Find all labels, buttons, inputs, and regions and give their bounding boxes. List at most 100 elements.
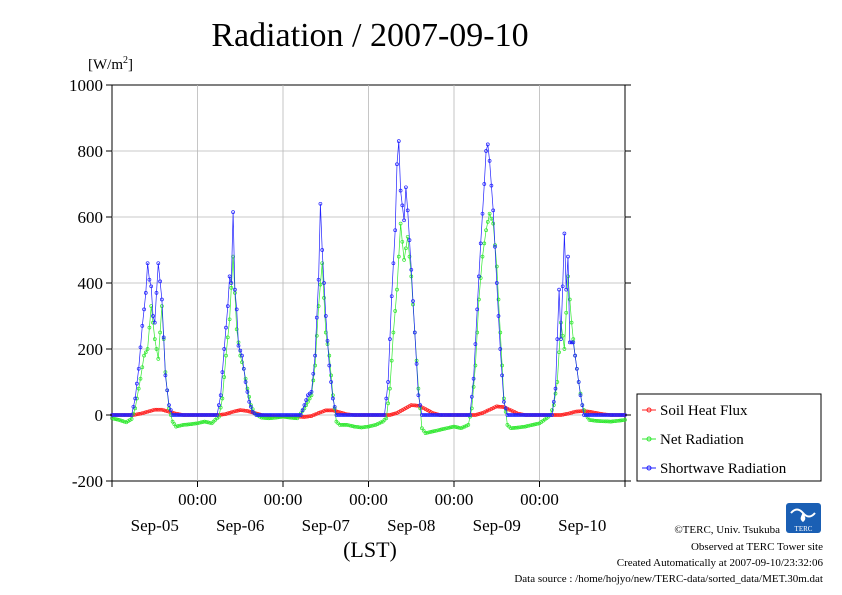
data-point (120, 419, 125, 423)
data-point (598, 419, 602, 423)
data-point (550, 413, 554, 417)
data-point (119, 413, 123, 417)
data-point (354, 424, 358, 429)
data-point (507, 407, 512, 412)
data-point (234, 409, 239, 413)
footer-copyright: ©TERC, Univ. Tsukuba (674, 524, 780, 536)
data-point (605, 413, 610, 417)
data-point (117, 418, 121, 422)
y-tick-label: 1000 (69, 76, 103, 95)
data-point (395, 287, 399, 292)
data-point (254, 413, 259, 417)
data-point (177, 423, 182, 428)
data-point (423, 413, 428, 417)
data-point (526, 423, 531, 428)
data-point (585, 409, 590, 414)
data-point (355, 425, 360, 429)
data-point (190, 422, 195, 426)
data-point (295, 413, 300, 417)
legend-box (636, 393, 822, 482)
data-point (140, 365, 145, 370)
data-point (184, 413, 189, 417)
data-point (266, 413, 271, 417)
data-point (323, 330, 328, 335)
data-point (412, 403, 417, 408)
data-point (133, 396, 138, 401)
data-point (478, 411, 483, 416)
data-point (279, 413, 284, 417)
data-point (361, 413, 366, 417)
footer-created: Created Automatically at 2007-09-10/23:3… (617, 557, 824, 569)
data-point (432, 413, 437, 417)
data-point (371, 423, 376, 428)
data-point (428, 413, 433, 417)
data-point (607, 419, 611, 424)
data-point (225, 335, 230, 340)
data-point (231, 409, 235, 414)
data-point (573, 409, 577, 414)
data-point (477, 412, 481, 416)
x-tick-label-day: Sep-05 (131, 516, 179, 535)
data-point (542, 413, 547, 417)
data-point (437, 428, 442, 432)
x-axis-label: (LST) (343, 537, 397, 562)
data-point (348, 423, 353, 428)
x-tick-label-time: 00:00 (435, 490, 474, 509)
data-point (537, 413, 542, 417)
data-point (149, 284, 154, 289)
data-point (407, 254, 412, 259)
data-point (323, 408, 328, 413)
data-point (571, 340, 576, 345)
data-point (425, 430, 430, 435)
terc-logo: TERC (786, 503, 821, 533)
data-point (553, 413, 558, 417)
data-point (320, 248, 325, 252)
data-point (167, 403, 171, 407)
data-point (601, 419, 606, 424)
legend-item: Net Radiation (642, 432, 744, 448)
data-point (135, 412, 139, 417)
data-point (361, 425, 366, 430)
data-point (179, 413, 184, 417)
data-point (491, 406, 496, 410)
x-tick-label-time: 00:00 (520, 490, 559, 509)
data-point (498, 404, 503, 409)
data-point (621, 413, 626, 417)
data-point (402, 258, 406, 262)
data-point (391, 412, 396, 416)
data-point (126, 413, 130, 417)
data-point (455, 413, 460, 417)
data-point (327, 353, 332, 358)
data-point (259, 415, 264, 420)
data-point (379, 420, 383, 425)
data-point (341, 423, 346, 427)
data-point (117, 413, 121, 417)
data-point (359, 425, 364, 430)
data-point (461, 413, 465, 417)
data-point (395, 162, 399, 167)
data-point (304, 398, 309, 402)
data-point (416, 393, 421, 398)
data-point (206, 420, 211, 425)
data-point (209, 413, 214, 417)
data-point (557, 287, 561, 292)
data-point (135, 381, 139, 386)
data-point (225, 304, 230, 308)
data-point (509, 426, 513, 431)
data-point (149, 408, 154, 413)
data-point (585, 415, 590, 420)
data-point (339, 411, 344, 415)
data-point (375, 413, 380, 417)
data-point (437, 413, 442, 417)
data-point (494, 404, 499, 409)
data-point (466, 423, 471, 427)
data-point (402, 407, 406, 411)
data-point (443, 426, 447, 431)
data-point (338, 410, 342, 415)
data-point (516, 425, 520, 430)
data-point (145, 347, 150, 351)
data-point (195, 413, 200, 417)
data-point (163, 373, 168, 378)
data-point (423, 407, 428, 411)
data-point (188, 422, 193, 427)
